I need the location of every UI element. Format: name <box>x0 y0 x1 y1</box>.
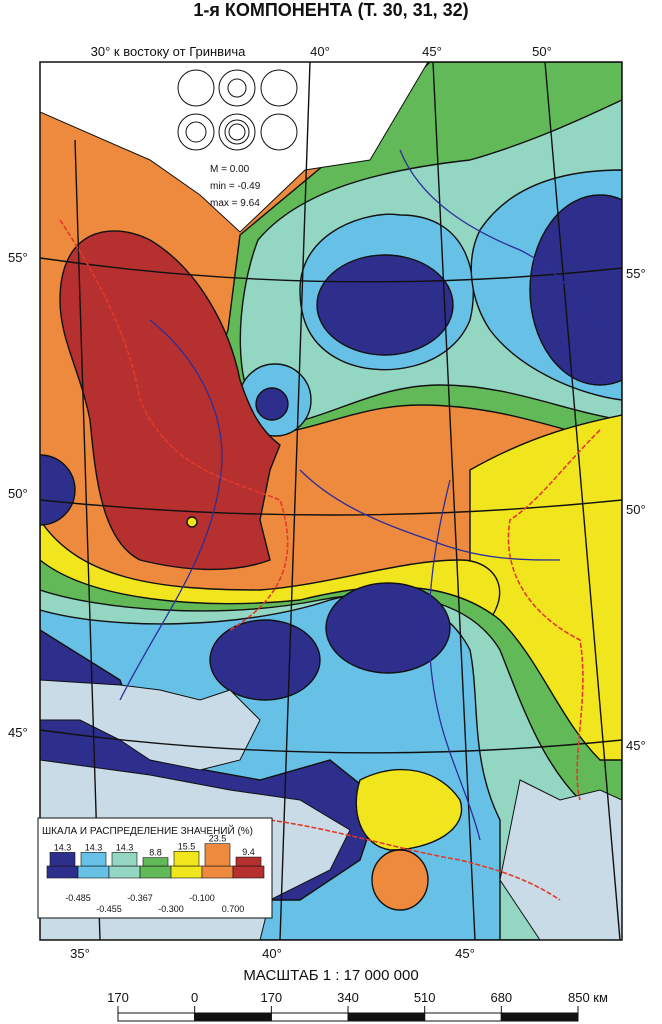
break-label: -0.485 <box>65 893 91 903</box>
meridian-label: 50° <box>532 44 552 59</box>
scale-label: 680 <box>490 990 512 1005</box>
legend-swatch <box>139 865 172 879</box>
scale-label: 850 км <box>568 990 608 1005</box>
parallel-label: 50° <box>8 486 28 501</box>
bar-label: 23.5 <box>209 834 227 844</box>
scale-label: 0 <box>191 990 198 1005</box>
scale: МАСШТАБ 1 : 17 000 000 170 0 170 340 510 680 8… <box>107 967 608 1022</box>
scale-label: 340 <box>337 990 359 1005</box>
parallel-label: 50° <box>626 502 646 517</box>
scale-segment <box>117 1012 196 1022</box>
scale-label: 510 <box>414 990 436 1005</box>
histogram-bar <box>142 857 169 867</box>
bar-label: 14.3 <box>54 842 72 852</box>
meridian-label: 40° <box>310 44 330 59</box>
legend-swatch <box>77 865 110 879</box>
legend: ШКАЛА И РАСПРЕДЕЛЕНИЕ ЗНАЧЕНИЙ (%) 14.3 1… <box>37 817 273 919</box>
legend-swatch <box>201 865 234 879</box>
scale-segment <box>194 1012 272 1022</box>
parallel-label: 45° <box>8 725 28 740</box>
meridian-label: 40° <box>262 946 282 961</box>
histogram-bar <box>49 852 76 867</box>
break-label: -0.300 <box>158 904 184 914</box>
histogram-bar <box>235 856 262 867</box>
legend-swatch <box>108 865 141 879</box>
legend-swatch <box>170 865 203 879</box>
meridian-label: 45° <box>455 946 475 961</box>
break-label: -0.100 <box>189 893 215 903</box>
scale-title: МАСШТАБ 1 : 17 000 000 <box>243 967 418 984</box>
bar-label: 15.5 <box>178 841 196 851</box>
histogram-bar <box>111 852 138 867</box>
stat: min = -0.49 <box>210 181 261 192</box>
histogram-bar <box>80 852 107 867</box>
stat: M = 0.00 <box>210 164 250 175</box>
title: 1-я КОМПОНЕНТА (Т. 30, 31, 32) <box>193 0 468 20</box>
histogram-bar <box>173 850 200 867</box>
bar-label: 14.3 <box>85 842 103 852</box>
legend-swatch <box>46 865 79 879</box>
break-label: -0.367 <box>127 893 153 903</box>
break-label: 0.700 <box>222 904 245 914</box>
scale-segment <box>347 1012 426 1022</box>
break-label: -0.455 <box>96 904 122 914</box>
bar-label: 9.4 <box>242 847 255 857</box>
scale-segment <box>424 1012 502 1022</box>
histogram-bar <box>204 843 231 867</box>
bar-label: 8.8 <box>149 848 162 858</box>
scale-segment <box>500 1012 579 1022</box>
scale-label: 170 <box>107 990 129 1005</box>
legend-title: ШКАЛА И РАСПРЕДЕЛЕНИЕ ЗНАЧЕНИЙ (%) <box>42 824 253 837</box>
parallel-label: 45° <box>626 738 646 753</box>
parallel-label: 55° <box>8 250 28 265</box>
meridian-label: 45° <box>422 44 442 59</box>
meridian-label: 35° <box>70 946 90 961</box>
scale-segment <box>270 1012 349 1022</box>
bar-label: 14.3 <box>116 842 134 852</box>
scale-label: 170 <box>260 990 282 1005</box>
legend-swatch <box>232 865 265 879</box>
meridian-label: 30° к востоку от Гринвича <box>91 44 246 59</box>
parallel-label: 55° <box>626 266 646 281</box>
stat: max = 9.64 <box>210 198 260 209</box>
